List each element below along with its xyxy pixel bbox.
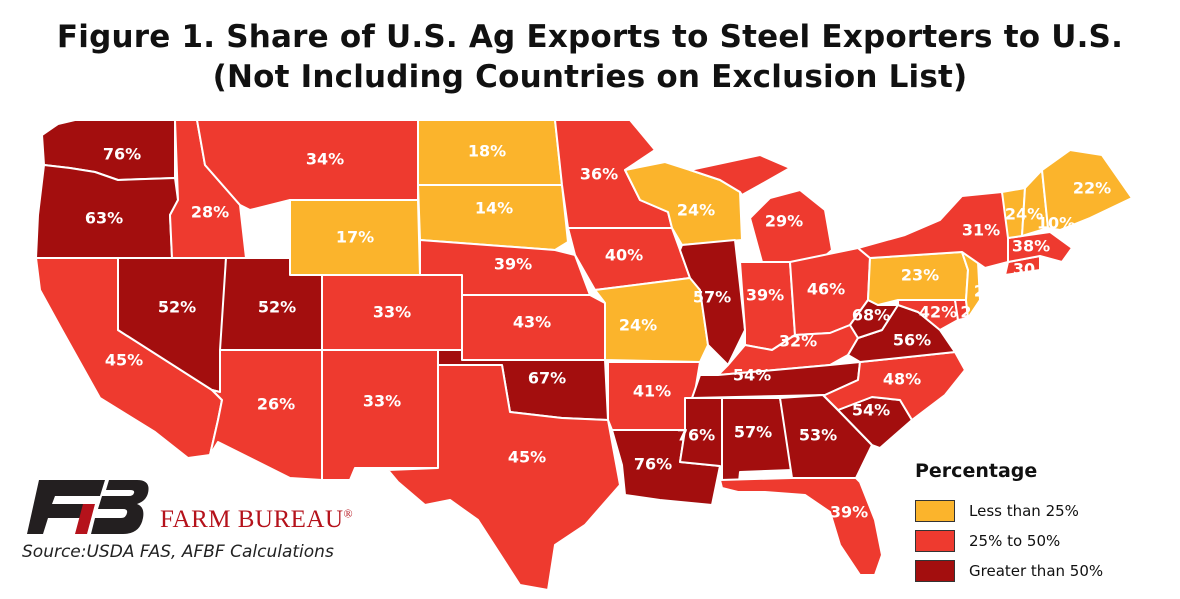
state-label-tx: 45% <box>508 448 546 467</box>
state-label-mt: 34% <box>306 150 344 169</box>
state-label-sc: 54% <box>852 401 890 420</box>
state-label-sd: 14% <box>475 199 513 218</box>
state-label-ms: 76% <box>677 426 715 445</box>
state-label-wy: 17% <box>336 228 374 247</box>
state-label-ma: 38% <box>1012 237 1050 256</box>
state-label-oh: 46% <box>807 280 845 299</box>
state-sd <box>417 184 569 251</box>
map-subtitle: (Not Including Countries on Exclusion Li… <box>212 59 968 95</box>
state-nm <box>321 349 439 481</box>
state-label-ky: 32% <box>779 332 817 351</box>
state-label-ga: 53% <box>799 426 837 445</box>
legend-label-low: Less than 25% <box>969 502 1079 520</box>
state-label-al: 57% <box>734 423 772 442</box>
farm-bureau-logo-icon <box>27 480 149 534</box>
state-wi <box>624 161 743 246</box>
state-tx <box>387 364 621 591</box>
legend: Percentage Less than 25% 25% to 50% Grea… <box>915 460 1103 586</box>
state-label-ne: 39% <box>494 255 532 274</box>
state-ma <box>1007 231 1073 263</box>
legend-title: Percentage <box>915 460 1038 482</box>
source-note: Source:USDA FAS, AFBF Calculations <box>22 542 334 562</box>
legend-item-low: Less than 25% <box>915 496 1103 526</box>
state-label-id: 28% <box>191 203 229 222</box>
state-label-wi: 24% <box>677 201 715 220</box>
state-fl <box>719 477 883 576</box>
state-label-ok: 67% <box>528 369 566 388</box>
state-label-nh: 10% <box>1037 214 1075 233</box>
state-label-ut: 52% <box>258 298 296 317</box>
brand-text: FARM BUREAU <box>160 506 344 533</box>
state-label-la: 76% <box>634 455 672 474</box>
state-label-pa: 23% <box>901 266 939 285</box>
state-label-md: 42% <box>919 303 957 322</box>
state-label-de: 2 <box>960 303 971 322</box>
state-az <box>209 349 323 481</box>
legend-label-high: Greater than 50% <box>969 562 1104 580</box>
state-label-mi: 29% <box>765 212 803 231</box>
state-label-vt: 24% <box>1005 205 1043 224</box>
state-label-ca: 45% <box>105 351 143 370</box>
state-label-nd: 18% <box>468 142 506 161</box>
state-label-nv: 52% <box>158 298 196 317</box>
registered-mark: ® <box>343 506 354 521</box>
map-title: Figure 1. Share of U.S. Ag Exports to St… <box>56 19 1124 55</box>
legend-item-high: Greater than 50% <box>915 556 1103 586</box>
state-label-or: 63% <box>85 209 123 228</box>
legend-label-mid: 25% to 50% <box>969 532 1061 550</box>
state-label-il: 57% <box>693 288 731 307</box>
state-label-nc: 48% <box>883 370 921 389</box>
state-nc <box>822 351 966 421</box>
state-il <box>679 239 746 366</box>
legend-swatch-high <box>915 560 955 582</box>
state-label-ny: 31% <box>962 221 1000 240</box>
state-label-va: 56% <box>893 331 931 350</box>
state-label-wa: 76% <box>103 145 141 164</box>
state-label-ar: 41% <box>633 382 671 401</box>
state-label-az: 26% <box>257 395 295 414</box>
state-me <box>1041 149 1133 231</box>
state-label-tn: 54% <box>733 366 771 385</box>
state-label-wv: 68% <box>852 306 890 325</box>
state-label-ks: 43% <box>513 313 551 332</box>
state-label-fl: 39% <box>830 503 868 522</box>
legend-swatch-mid <box>915 530 955 552</box>
state-label-in: 39% <box>746 286 784 305</box>
legend-swatch-low <box>915 500 955 522</box>
legend-item-mid: 25% to 50% <box>915 526 1103 556</box>
state-label-ia: 40% <box>605 246 643 265</box>
state-label-nm: 33% <box>363 392 401 411</box>
brand-name: FARM BUREAU® <box>160 506 353 534</box>
state-label-co: 33% <box>373 303 411 322</box>
state-label-ct: 30 <box>1013 260 1035 279</box>
state-label-mn: 36% <box>580 165 618 184</box>
state-label-me: 22% <box>1073 179 1111 198</box>
state-label-mo: 24% <box>619 316 657 335</box>
state-label-nj: 22 <box>974 282 996 301</box>
